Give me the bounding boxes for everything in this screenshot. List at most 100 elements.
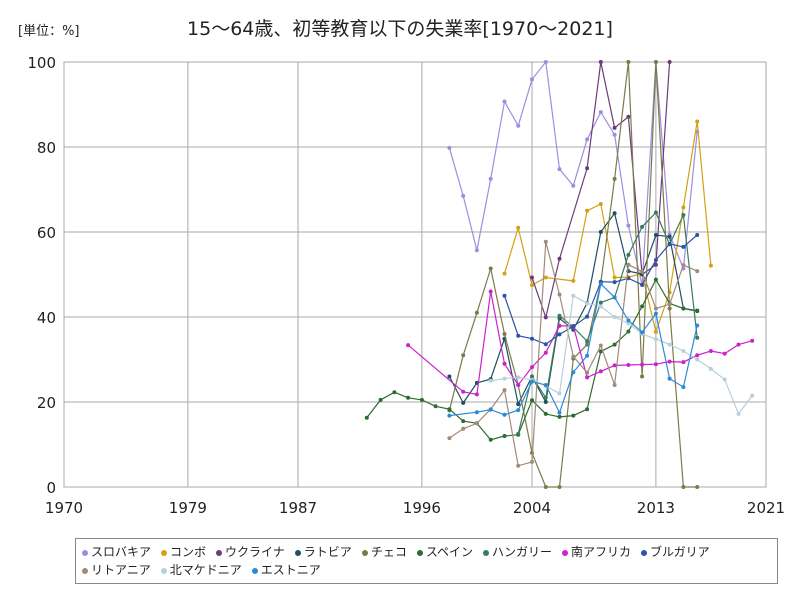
legend-item: リトアニア: [82, 561, 151, 579]
data-point: [612, 315, 617, 319]
data-point: [474, 410, 479, 415]
data-point: [585, 342, 590, 347]
legend-swatch: [483, 549, 489, 556]
y-tick-label: 100: [27, 54, 56, 72]
legend-label: ラトビア: [303, 545, 352, 559]
data-point: [626, 252, 631, 257]
data-point: [530, 275, 534, 280]
data-point: [681, 385, 686, 390]
data-point: [612, 280, 617, 285]
data-point: [516, 375, 521, 380]
legend-label: 南アフリカ: [571, 545, 632, 559]
data-point: [585, 166, 590, 171]
data-point: [598, 60, 603, 64]
data-point: [474, 310, 479, 315]
data-point: [640, 224, 645, 229]
data-point: [447, 145, 452, 150]
data-point: [653, 311, 658, 316]
data-point: [667, 241, 672, 246]
data-point: [653, 337, 658, 342]
legend-label: エストニア: [260, 563, 321, 577]
data-point: [530, 379, 534, 384]
data-point: [461, 353, 466, 358]
data-point: [598, 202, 603, 206]
data-point: [530, 283, 534, 288]
legend-label: スロバキア: [91, 545, 152, 559]
data-point: [681, 485, 686, 489]
x-tick-label: 2013: [637, 499, 675, 517]
data-point: [461, 193, 466, 198]
data-point: [447, 407, 452, 412]
data-point: [681, 360, 686, 365]
data-point: [695, 233, 700, 237]
data-point: [667, 342, 672, 347]
legend-item: スペイン: [416, 543, 473, 561]
data-point: [516, 431, 521, 436]
legend-label: ハンガリー: [492, 545, 553, 559]
data-point: [612, 275, 617, 280]
y-tick-label: 20: [37, 394, 56, 412]
data-point: [667, 234, 672, 239]
data-point: [543, 350, 548, 355]
data-point: [474, 392, 479, 397]
legend-swatch: [82, 567, 88, 574]
data-point: [571, 413, 576, 418]
data-point: [681, 244, 686, 249]
data-point: [571, 293, 576, 298]
data-point: [585, 370, 590, 375]
data-point: [681, 349, 686, 353]
data-point: [681, 263, 686, 268]
data-point: [530, 398, 534, 403]
data-point: [695, 485, 700, 489]
data-point: [598, 230, 603, 234]
data-point: [516, 123, 521, 128]
data-point: [502, 271, 507, 276]
legend-item: コンボ: [161, 543, 206, 561]
data-point: [557, 292, 562, 297]
data-point: [736, 411, 741, 416]
data-point: [461, 389, 466, 394]
data-point: [571, 183, 576, 188]
legend-item: 南アフリカ: [562, 543, 631, 561]
data-point: [543, 411, 548, 416]
data-point: [681, 205, 686, 210]
y-tick-label: 40: [37, 309, 56, 327]
data-point: [722, 377, 727, 382]
legend-swatch: [562, 549, 569, 556]
data-point: [598, 343, 603, 348]
data-point: [543, 239, 548, 244]
data-point: [461, 400, 466, 405]
legend-item: ラトビア: [294, 543, 352, 561]
data-point: [626, 363, 631, 367]
data-point: [695, 357, 700, 362]
data-point: [585, 375, 590, 380]
data-point: [488, 289, 493, 294]
data-point: [557, 332, 562, 337]
data-point: [722, 351, 727, 356]
data-point: [488, 437, 493, 442]
data-point: [461, 426, 466, 431]
y-tick-label: 0: [46, 479, 56, 497]
data-point: [708, 263, 713, 268]
data-point: [488, 176, 493, 181]
data-point: [598, 369, 603, 374]
data-point: [488, 378, 493, 383]
data-point: [612, 125, 617, 130]
data-point: [667, 306, 672, 311]
data-point: [681, 213, 686, 217]
series-line: [531, 61, 671, 320]
data-point: [557, 485, 562, 489]
data-point: [543, 275, 548, 280]
data-point: [571, 324, 576, 329]
data-point: [364, 415, 369, 420]
data-point: [695, 269, 700, 274]
data-point: [612, 342, 617, 347]
data-point: [653, 262, 658, 267]
data-point: [406, 343, 411, 348]
data-point: [667, 359, 672, 364]
data-point: [516, 225, 521, 230]
data-point: [640, 282, 645, 287]
data-point: [598, 300, 603, 305]
data-point: [653, 329, 658, 334]
data-point: [502, 388, 507, 393]
